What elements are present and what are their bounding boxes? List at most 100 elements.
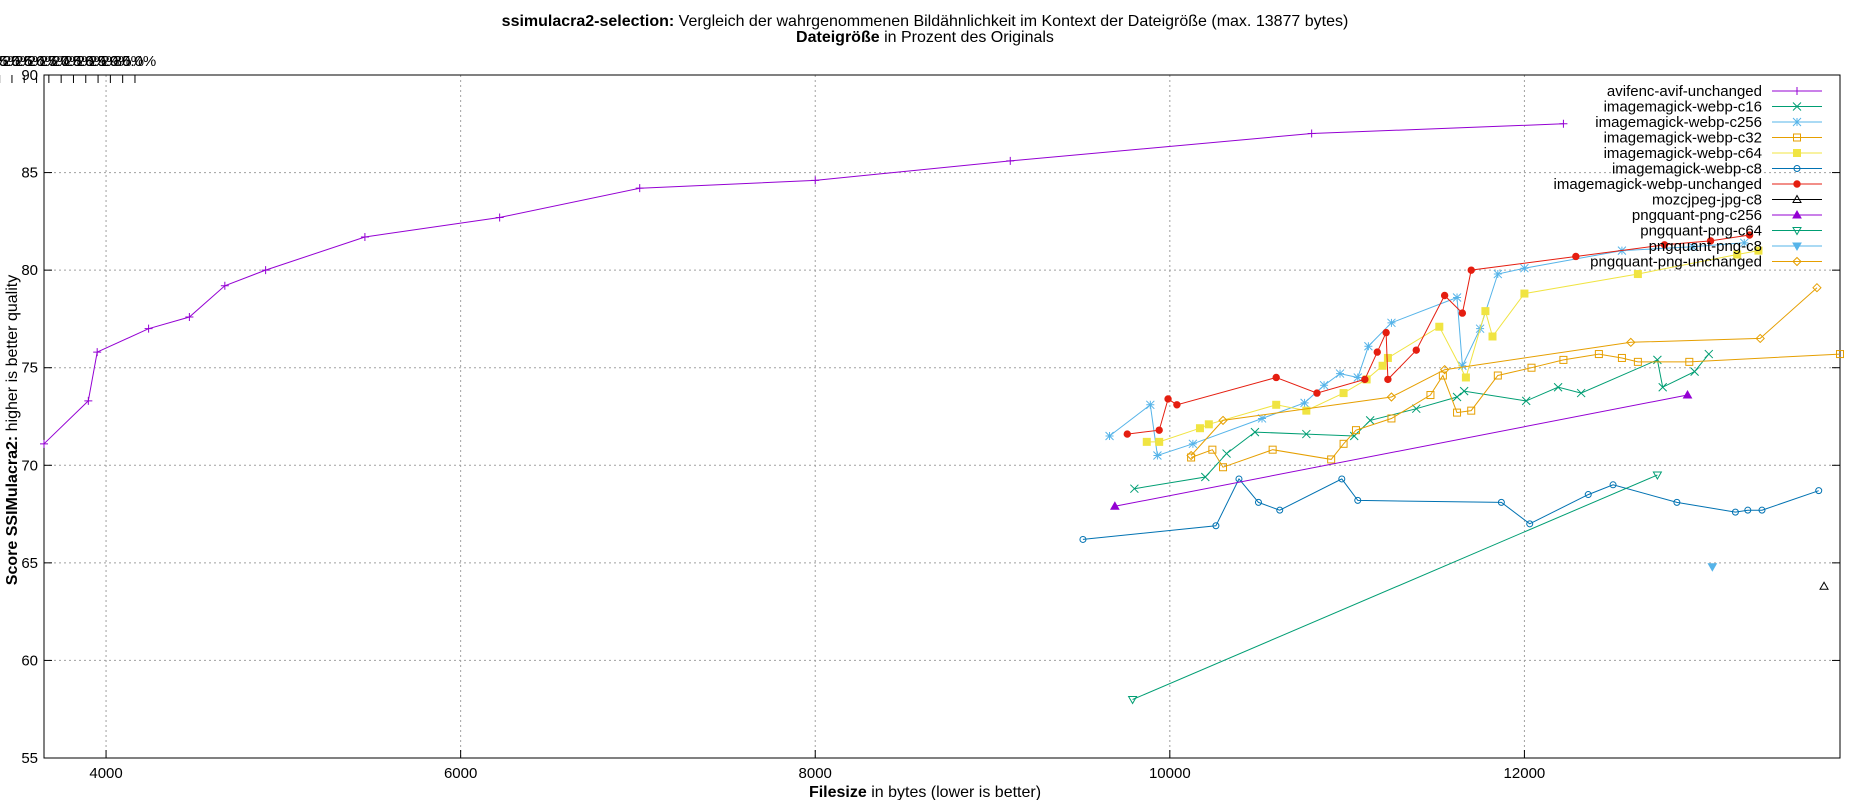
data-point	[1164, 395, 1172, 403]
data-point	[1617, 353, 1626, 362]
x-tick-label: 8000	[799, 765, 832, 782]
series-line	[1114, 394, 1688, 507]
x2-tick-label: 28.5%	[77, 53, 120, 70]
data-point	[1145, 400, 1155, 410]
data-point	[1219, 463, 1228, 472]
data-point	[1218, 415, 1228, 426]
data-point	[1652, 471, 1663, 481]
data-point	[1195, 424, 1204, 433]
series-imagemagick-webp-c32	[1187, 350, 1844, 472]
data-point	[1351, 426, 1360, 435]
data-point	[635, 184, 644, 193]
data-point	[1338, 475, 1346, 483]
legend-marker	[1792, 242, 1802, 252]
data-point	[1155, 437, 1164, 446]
data-point	[1467, 406, 1476, 415]
data-point	[1685, 357, 1694, 366]
data-point	[1576, 388, 1586, 398]
data-point	[1458, 361, 1467, 371]
x2-tick-label: 26.0%	[15, 53, 58, 70]
x-tick-label: 12000	[1504, 765, 1546, 782]
series-line	[43, 123, 1564, 445]
series-imagemagick-webp-c16	[1130, 349, 1714, 494]
legend-marker	[1792, 102, 1802, 111]
series-line	[1082, 477, 1819, 540]
data-point	[1204, 420, 1213, 429]
x-axis-label: Filesize in bytes (lower is better)	[809, 784, 1041, 800]
data-point	[1435, 322, 1444, 331]
x2-tick-label: 30.0%	[114, 53, 157, 70]
legend-marker	[1793, 133, 1801, 142]
data-point	[1383, 353, 1392, 362]
legend-item: imagemagick-webp-unchanged	[1554, 176, 1822, 193]
data-point	[1461, 373, 1470, 382]
data-point	[1812, 282, 1822, 293]
data-point	[1188, 439, 1198, 449]
legend-item: mozcjpeg-jpg-c8	[1652, 192, 1822, 209]
series-line	[1146, 250, 1759, 443]
data-point	[1361, 375, 1369, 384]
data-point	[1572, 252, 1580, 261]
y-axis-label-rest: higher is better quality	[4, 275, 21, 436]
data-point	[1458, 309, 1467, 317]
data-point	[1300, 398, 1309, 408]
legend-item: imagemagick-webp-c64	[1604, 145, 1822, 162]
data-point	[1520, 263, 1529, 273]
data-point	[1378, 361, 1387, 370]
data-point	[1142, 437, 1151, 446]
y-tick-label: 85	[21, 165, 38, 182]
chart-title-bold: ssimulacra2-selection:	[502, 13, 675, 30]
x-tick-label: 6000	[444, 765, 477, 782]
data-point	[1527, 363, 1536, 372]
data-point	[1327, 455, 1336, 464]
data-point	[1559, 119, 1568, 128]
data-point	[1123, 430, 1131, 438]
data-point	[185, 312, 194, 321]
legend-label: imagemagick-webp-c32	[1604, 130, 1762, 147]
legend-item: avifenc-avif-unchanged	[1607, 83, 1822, 100]
data-point	[1387, 414, 1396, 423]
data-point	[1335, 369, 1345, 378]
legend-label: imagemagick-webp-unchanged	[1554, 176, 1762, 193]
legend-marker	[1792, 256, 1802, 267]
x-tick-label: 4000	[89, 765, 122, 782]
data-point	[1481, 307, 1490, 316]
series-mozcjpeg-jpg-c8	[1819, 581, 1829, 590]
data-point	[1707, 563, 1718, 572]
data-point	[1819, 581, 1829, 590]
series-imagemagick-webp-c64	[1142, 246, 1763, 446]
data-point	[1660, 241, 1669, 249]
data-point	[1755, 333, 1765, 344]
data-point	[1354, 496, 1362, 504]
legend-label: imagemagick-webp-c16	[1604, 99, 1762, 116]
data-point	[1488, 332, 1497, 341]
x-tick-label: 10000	[1149, 765, 1191, 782]
data-point	[1815, 487, 1823, 495]
x2-tick-label: 24.5%	[0, 53, 21, 70]
data-point	[1364, 341, 1373, 351]
legend-label: pngquant-png-c64	[1640, 223, 1762, 240]
y-axis-label-bold: Score SSIMulacra2:	[4, 436, 21, 585]
x2-tick-label: 29.5%	[101, 53, 144, 70]
data-point	[1353, 373, 1363, 382]
legend-item: imagemagick-webp-c16	[1604, 99, 1822, 116]
data-point	[1439, 364, 1450, 375]
data-point	[1658, 382, 1668, 392]
legend-item: imagemagick-webp-c8	[1612, 161, 1822, 178]
data-point	[1109, 501, 1120, 510]
y-tick-label: 65	[21, 555, 38, 572]
series-pngquant-png-c256	[1109, 390, 1693, 510]
data-point	[1272, 400, 1281, 409]
data-point	[1384, 375, 1392, 384]
data-point	[1459, 386, 1469, 396]
data-point	[1452, 293, 1462, 302]
data-point	[1339, 389, 1348, 398]
chart-title-rest: Vergleich der wahrgenommenen Bildähnlich…	[674, 13, 1348, 30]
series-pngquant-png-c8	[1707, 563, 1718, 572]
data-point	[1467, 266, 1475, 274]
data-point	[1440, 291, 1449, 300]
x2-tick-label: 29.0%	[89, 53, 132, 70]
legend-marker	[1793, 87, 1801, 95]
x-axis-label-bold: Filesize	[809, 784, 867, 800]
legend-marker	[1793, 165, 1801, 172]
